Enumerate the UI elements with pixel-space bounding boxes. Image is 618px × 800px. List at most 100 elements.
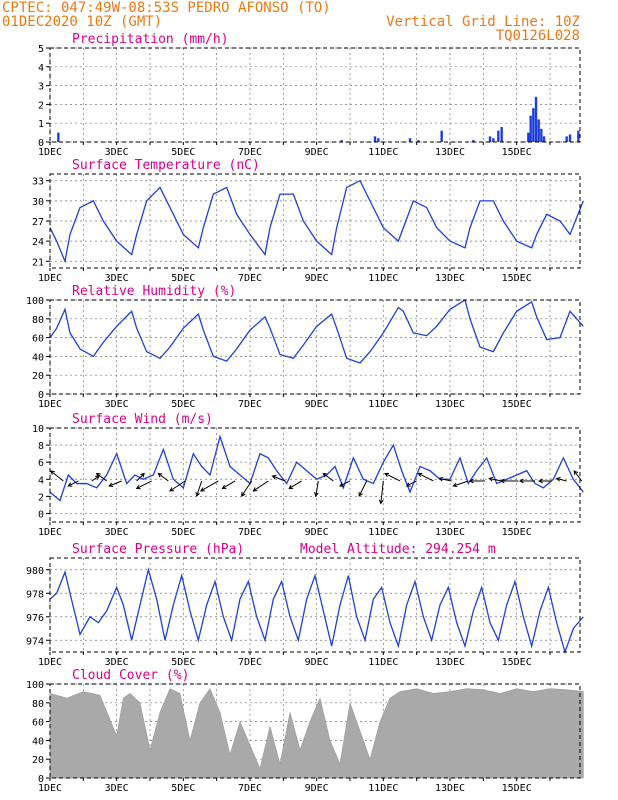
pressure-line: [49, 567, 584, 655]
wind-arrow-shaft: [200, 480, 219, 492]
wind-arrow-head: [452, 482, 458, 488]
wind-arrow-head: [488, 476, 494, 482]
x-tick-label: 5DEC: [171, 783, 195, 794]
x-tick-label: 15DEC: [502, 273, 532, 284]
x-tick-label: 5DEC: [171, 527, 195, 538]
wind-arrow: [555, 476, 567, 482]
wind-arrow: [518, 478, 535, 484]
precip-bar: [565, 136, 568, 142]
wind-arrow-head: [157, 472, 163, 478]
y-tick-label: 27: [32, 217, 44, 228]
precip-bar: [568, 134, 572, 142]
wind-arrow-head: [252, 487, 258, 492]
temperature-title: Surface Temperature (nC): [72, 158, 260, 173]
wind-arrow-shaft: [253, 480, 269, 492]
wind-arrow-head: [417, 472, 423, 478]
temperature-frame: [49, 173, 581, 269]
wind-line: [49, 434, 584, 502]
precip-bar: [540, 128, 543, 142]
x-tick-label: 15DEC: [502, 147, 532, 158]
y-tick-label: 33: [32, 177, 44, 188]
wind-arrow-shaft: [272, 475, 286, 482]
x-tick-label: 11DEC: [368, 399, 398, 410]
wind-arrow-head: [199, 487, 205, 492]
x-tick-label: 11DEC: [368, 783, 398, 794]
x-tick-label: 7DEC: [238, 527, 262, 538]
y-tick-label: 40: [32, 736, 44, 747]
wind-arrow: [358, 480, 368, 497]
x-tick-label: 7DEC: [238, 399, 262, 410]
wind-arrow: [241, 480, 253, 497]
wind-arrow: [288, 480, 302, 490]
precip-bar: [340, 140, 343, 142]
wind-arrow-shaft: [406, 480, 417, 487]
precip-bar: [542, 136, 546, 142]
precip-bar: [417, 140, 420, 142]
cloud-cover-frame: [49, 683, 581, 779]
y-tick-label: 3: [38, 82, 44, 93]
wind-arrow: [157, 472, 169, 482]
pressure-subtitle: Model Altitude: 294.254 m: [300, 542, 496, 557]
wind-arrow-head: [195, 491, 200, 497]
y-tick-label: 0: [38, 390, 44, 401]
wind-arrow-shaft: [96, 473, 107, 482]
x-tick-label: 5DEC: [171, 273, 195, 284]
wind-arrow-shaft: [489, 477, 502, 482]
wind-arrow-head: [322, 472, 328, 478]
precipitation-panel: Precipitation (mm/h) 0 1 2 3 4 5 1DEC 3DEC 5DEC 7D…: [38, 32, 581, 158]
wind-arrow-shaft: [68, 480, 79, 487]
wind-arrow: [378, 480, 384, 505]
run-date: 01DEC2020 10Z (GMT): [2, 14, 162, 30]
wind-arrow-shaft: [241, 480, 253, 497]
wind-arrow-shaft: [418, 473, 434, 482]
x-tick-label: 11DEC: [368, 273, 398, 284]
wind-arrow: [199, 480, 219, 492]
humidity-line: [49, 298, 584, 364]
wind-arrow-head: [405, 482, 411, 487]
x-tick-label: 13DEC: [435, 527, 465, 538]
precipitation-title: Precipitation (mm/h): [72, 32, 229, 47]
wind-arrow-head: [221, 484, 227, 490]
y-tick-label: 5: [38, 44, 44, 55]
wind-arrow-shaft: [288, 480, 302, 489]
x-tick-label: 9DEC: [305, 527, 329, 538]
precip-bar: [577, 130, 580, 142]
wind-arrow: [169, 480, 186, 492]
wind-arrow-head: [169, 487, 175, 492]
pressure-frame: [49, 557, 581, 653]
x-tick-label: 9DEC: [305, 399, 329, 410]
wind-arrow-shaft: [108, 480, 122, 487]
y-tick-label: 976: [26, 613, 44, 624]
wind-arrow: [221, 480, 236, 490]
x-tick-label: 11DEC: [368, 657, 398, 668]
x-tick-label: 3DEC: [105, 399, 129, 410]
wind-arrow-head: [438, 476, 444, 482]
y-tick-label: 24: [32, 237, 44, 248]
y-tick-label: 0: [38, 509, 44, 520]
y-tick-label: 980: [26, 566, 44, 577]
precip-bar: [440, 130, 443, 142]
wind-arrow: [314, 480, 319, 498]
wind-arrow: [499, 478, 519, 484]
x-tick-label: 3DEC: [105, 273, 129, 284]
wind-arrow-head: [358, 491, 363, 497]
x-tick-label: 5DEC: [171, 399, 195, 410]
x-tick-label: 7DEC: [238, 273, 262, 284]
cloud-cover-title: Cloud Cover (%): [72, 668, 189, 683]
wind-arrow-head: [140, 472, 145, 478]
humidity-title: Relative Humidity (%): [72, 284, 236, 299]
wind-arrow-shaft: [323, 473, 334, 482]
wind-arrow-head: [384, 472, 390, 478]
x-tick-label: 5DEC: [171, 147, 195, 158]
y-tick-label: 100: [26, 296, 44, 307]
x-tick-label: 9DEC: [305, 657, 329, 668]
wind-arrow-head: [67, 482, 73, 487]
precip-bar: [500, 126, 503, 142]
wind-arrow-shaft: [136, 473, 145, 482]
wind-arrow-head: [499, 478, 505, 484]
y-tick-label: 0: [38, 138, 44, 149]
precip-bar: [532, 108, 535, 142]
y-tick-label: 1: [38, 119, 44, 130]
precip-bar: [57, 132, 60, 142]
x-tick-label: 15DEC: [502, 527, 532, 538]
